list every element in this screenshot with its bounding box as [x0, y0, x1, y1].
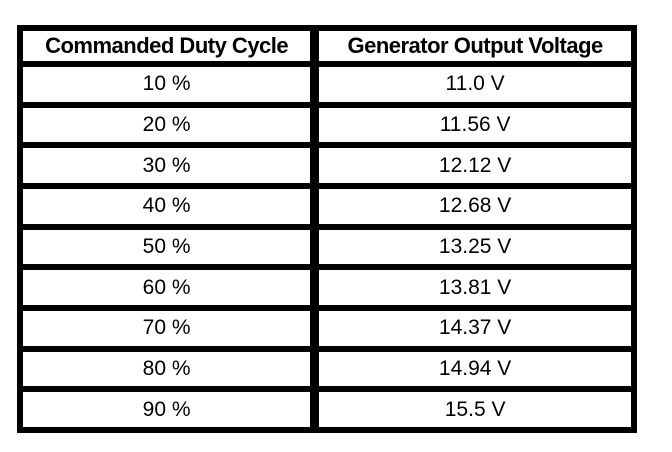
voltage-cell: 11.0 V [311, 61, 638, 108]
duty-cycle-cell: 20 % [17, 101, 320, 149]
column-header-duty-cycle: Commanded Duty Cycle [17, 25, 320, 67]
voltage-cell: 14.37 V [311, 304, 638, 352]
data-table: Commanded Duty Cycle Generator Output Vo… [17, 25, 638, 433]
table-body: 10 % 11.0 V 20 % 11.56 V 30 % 12.12 V 40… [17, 61, 638, 433]
table-row: 70 % 14.37 V [17, 304, 638, 352]
table-row: 10 % 11.0 V [17, 61, 638, 108]
table-row: 50 % 13.25 V [17, 223, 638, 271]
column-header-output-voltage: Generator Output Voltage [311, 25, 638, 67]
duty-cycle-cell: 70 % [17, 304, 320, 352]
voltage-cell: 12.68 V [311, 182, 638, 230]
header-row: Commanded Duty Cycle Generator Output Vo… [17, 25, 638, 67]
voltage-cell: 13.81 V [311, 264, 638, 311]
duty-cycle-cell: 90 % [17, 386, 320, 433]
table-row: 40 % 12.68 V [17, 182, 638, 230]
table-row: 30 % 12.12 V [17, 142, 638, 189]
voltage-cell: 13.25 V [311, 223, 638, 271]
duty-cycle-cell: 80 % [17, 345, 320, 393]
voltage-cell: 15.5 V [311, 386, 638, 433]
table-header: Commanded Duty Cycle Generator Output Vo… [17, 25, 638, 67]
voltage-cell: 11.56 V [311, 101, 638, 149]
table-row: 80 % 14.94 V [17, 345, 638, 393]
voltage-cell: 14.94 V [311, 345, 638, 393]
duty-cycle-voltage-table: Commanded Duty Cycle Generator Output Vo… [17, 25, 638, 433]
table-row: 90 % 15.5 V [17, 386, 638, 433]
table-row: 60 % 13.81 V [17, 264, 638, 311]
duty-cycle-cell: 50 % [17, 223, 320, 271]
voltage-cell: 12.12 V [311, 142, 638, 189]
table-row: 20 % 11.56 V [17, 101, 638, 149]
duty-cycle-cell: 30 % [17, 142, 320, 189]
duty-cycle-cell: 40 % [17, 182, 320, 230]
duty-cycle-cell: 60 % [17, 264, 320, 311]
duty-cycle-cell: 10 % [17, 61, 320, 108]
